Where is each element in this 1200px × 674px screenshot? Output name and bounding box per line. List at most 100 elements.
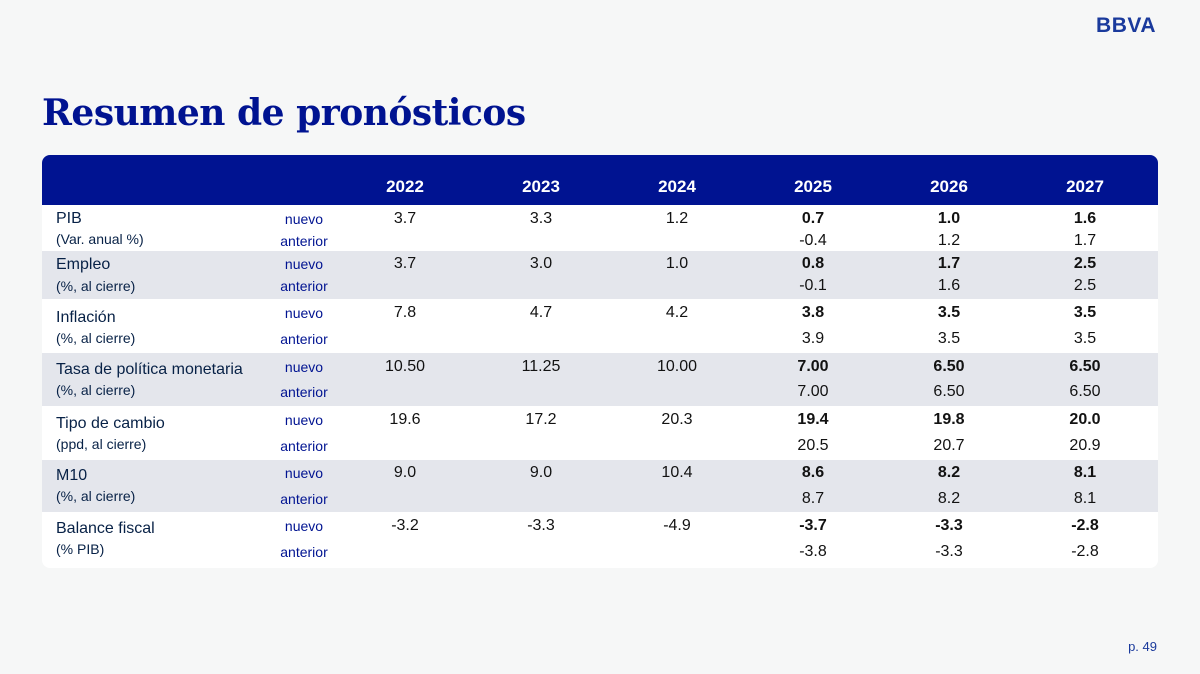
value-cell-nuevo: 10.00 [656, 358, 698, 375]
indicator-unit: (ppd, al cierre) [56, 436, 147, 452]
value-cell-nuevo: -3.7 [799, 517, 827, 534]
row-tag-nuevo: nuevo [284, 256, 324, 272]
indicator-unit: (%, al cierre) [56, 330, 136, 346]
value-cell-anterior: 2.5 [1073, 277, 1097, 294]
value-cell-nuevo: 3.7 [393, 255, 417, 272]
bbva-logo: BBVA [1096, 14, 1156, 37]
row-tag-anterior: anterior [280, 384, 328, 400]
value-cell-nuevo: -3.2 [391, 517, 419, 534]
value-cell-nuevo: 6.50 [933, 358, 965, 375]
indicator-name: Inflación [56, 309, 116, 326]
value-cell-nuevo: 3.3 [529, 210, 553, 227]
value-cell-anterior: 3.5 [1073, 330, 1097, 347]
value-cell-nuevo: 3.7 [393, 210, 417, 227]
year-header: 2022 [386, 177, 424, 196]
value-cell-anterior: -0.4 [799, 232, 827, 249]
indicator-group: M10 (%, al cierre) nuevo anterior 9.0 9.0 10.4… [42, 460, 1158, 512]
value-cell-nuevo: 10.50 [384, 358, 426, 375]
year-header: 2025 [794, 177, 832, 196]
table-body: PIB (Var. anual %) nuevo anterior 3.7 3.3 1.2 0… [42, 205, 1158, 568]
value-cell-anterior: -2.8 [1071, 543, 1099, 560]
year-header: 2024 [658, 177, 696, 196]
row-tag-nuevo: nuevo [284, 412, 324, 428]
value-cell-anterior: 6.50 [1069, 383, 1101, 400]
value-cell-anterior: -3.8 [799, 543, 827, 560]
year-header: 2023 [522, 177, 560, 196]
value-cell-nuevo: 1.2 [665, 210, 689, 227]
value-cell-anterior: 1.6 [937, 277, 961, 294]
value-cell-nuevo: -2.8 [1071, 517, 1099, 534]
value-cell-nuevo: 8.6 [801, 464, 825, 481]
value-cell-nuevo: 9.0 [393, 464, 417, 481]
value-cell-nuevo: -4.9 [663, 517, 691, 534]
indicator-group: PIB (Var. anual %) nuevo anterior 3.7 3.3 1.2 0… [42, 205, 1158, 251]
indicator-name: Tasa de política monetaria [56, 361, 243, 378]
row-tag-nuevo: nuevo [284, 465, 324, 481]
value-cell-nuevo: 1.0 [665, 255, 689, 272]
value-cell-anterior: 7.00 [797, 383, 829, 400]
value-cell-anterior: 6.50 [933, 383, 965, 400]
value-cell-nuevo: 3.5 [1073, 304, 1097, 321]
value-cell-nuevo: 17.2 [525, 411, 557, 428]
value-cell-anterior: -0.1 [799, 277, 827, 294]
value-cell-nuevo: 7.00 [797, 358, 829, 375]
value-cell-nuevo: 1.6 [1073, 210, 1097, 227]
indicator-unit: (Var. anual %) [56, 231, 144, 247]
value-cell-nuevo: 8.2 [937, 464, 961, 481]
value-cell-nuevo: 20.3 [661, 411, 693, 428]
indicator-name: M10 [56, 467, 88, 484]
row-tag-anterior: anterior [280, 544, 328, 560]
row-tag-anterior: anterior [280, 233, 328, 249]
indicator-name: Balance fiscal [56, 520, 155, 537]
row-tag-anterior: anterior [280, 331, 328, 347]
value-cell-nuevo: 6.50 [1069, 358, 1101, 375]
value-cell-nuevo: 0.7 [801, 210, 825, 227]
value-cell-nuevo: 19.4 [797, 411, 829, 428]
value-cell-anterior: 8.7 [801, 490, 825, 507]
value-cell-nuevo: 4.7 [529, 304, 553, 321]
value-cell-anterior: 8.2 [937, 490, 961, 507]
value-cell-nuevo: 3.0 [529, 255, 553, 272]
indicator-name: Tipo de cambio [56, 415, 165, 432]
value-cell-nuevo: 9.0 [529, 464, 553, 481]
year-header: 2027 [1066, 177, 1104, 196]
row-tag-anterior: anterior [280, 438, 328, 454]
value-cell-nuevo: 8.1 [1073, 464, 1097, 481]
value-cell-nuevo: 11.25 [521, 358, 561, 375]
value-cell-nuevo: -3.3 [935, 517, 963, 534]
value-cell-anterior: 3.5 [937, 330, 961, 347]
value-cell-nuevo: 3.8 [801, 304, 825, 321]
indicator-group: Tipo de cambio (ppd, al cierre) nuevo anter… [42, 406, 1158, 460]
indicator-name: Empleo [56, 256, 111, 273]
value-cell-nuevo: 4.2 [665, 304, 689, 321]
value-cell-anterior: 8.1 [1073, 490, 1097, 507]
indicator-unit: (%, al cierre) [56, 488, 136, 504]
indicator-name: PIB [56, 210, 82, 227]
indicator-group: Balance fiscal (% PIB) nuevo anterior -3.2 -3… [42, 512, 1158, 568]
indicator-group: Inflación (%, al cierre) nuevo anterior 7.8 4… [42, 299, 1158, 353]
value-cell-nuevo: 20.0 [1069, 411, 1101, 428]
row-tag-nuevo: nuevo [284, 211, 324, 227]
value-cell-anterior: 1.7 [1073, 232, 1097, 249]
indicator-unit: (% PIB) [56, 541, 105, 557]
value-cell-nuevo: 0.8 [801, 255, 825, 272]
table-header: 2022 2023 2024 2025 2026 2027 [42, 155, 1158, 205]
page-title: Resumen de pronósticos [42, 92, 526, 134]
indicator-group: Empleo (%, al cierre) nuevo anterior 3.7 3.0 1… [42, 251, 1158, 299]
value-cell-nuevo: 2.5 [1073, 255, 1097, 272]
row-tag-nuevo: nuevo [284, 305, 324, 321]
value-cell-nuevo: 1.7 [937, 255, 961, 272]
row-tag-anterior: anterior [280, 491, 328, 507]
page-number: p. 49 [1128, 639, 1157, 654]
row-tag-nuevo: nuevo [284, 518, 324, 534]
row-tag-nuevo: nuevo [284, 359, 324, 375]
value-cell-anterior: -3.3 [935, 543, 963, 560]
year-header: 2026 [930, 177, 968, 196]
row-tag-anterior: anterior [280, 278, 328, 294]
value-cell-anterior: 20.7 [933, 437, 965, 454]
indicator-unit: (%, al cierre) [56, 278, 136, 294]
forecast-table: 2022 2023 2024 2025 2026 2027 PIB (Var. a… [42, 155, 1158, 568]
value-cell-nuevo: 19.8 [933, 411, 965, 428]
value-cell-anterior: 3.9 [801, 330, 825, 347]
value-cell-nuevo: 3.5 [937, 304, 961, 321]
